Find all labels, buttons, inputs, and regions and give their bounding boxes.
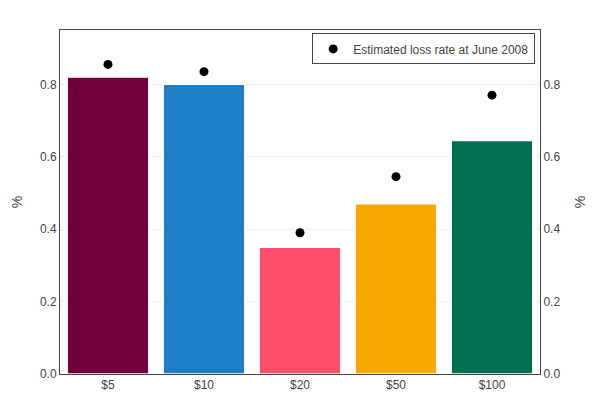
svg-text:0.2: 0.2 (543, 295, 560, 309)
svg-text:$5: $5 (101, 378, 115, 392)
svg-text:%: % (9, 196, 25, 208)
svg-text:0.0: 0.0 (40, 367, 57, 381)
svg-text:0.8: 0.8 (543, 78, 560, 92)
svg-text:0.4: 0.4 (40, 222, 57, 236)
svg-text:$20: $20 (290, 378, 310, 392)
svg-text:Estimated loss rate at June 20: Estimated loss rate at June 2008 (353, 43, 528, 57)
svg-text:%: % (572, 196, 588, 208)
svg-text:0.4: 0.4 (543, 222, 560, 236)
svg-text:$10: $10 (194, 378, 214, 392)
svg-text:0.8: 0.8 (40, 78, 57, 92)
svg-text:0.0: 0.0 (543, 367, 560, 381)
svg-text:$100: $100 (479, 378, 506, 392)
svg-text:$50: $50 (386, 378, 406, 392)
svg-text:0.6: 0.6 (40, 150, 57, 164)
svg-text:0.2: 0.2 (40, 295, 57, 309)
svg-text:0.6: 0.6 (543, 150, 560, 164)
